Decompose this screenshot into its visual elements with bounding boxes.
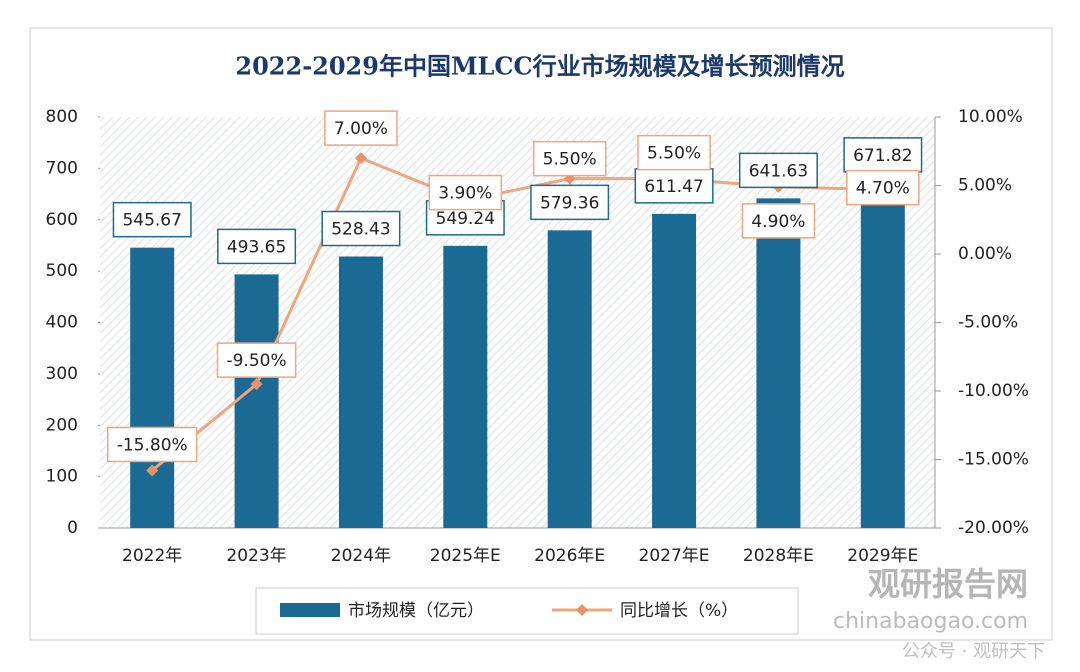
y2-tick-label: 0.00%	[958, 244, 1012, 264]
legend-label: 同比增长（%）	[620, 601, 738, 621]
line-value-label-box	[532, 140, 607, 177]
y2-tick-label: 5.00%	[958, 176, 1012, 196]
bar	[860, 182, 905, 528]
bar-value-label-box	[634, 168, 714, 204]
x-tick-label: 2022年	[122, 546, 182, 566]
watermark: 公众号 · 观研天下	[902, 641, 1045, 662]
x-tick-label: 2024年	[331, 546, 391, 566]
bar-value-label-box	[321, 210, 401, 247]
bar	[652, 213, 697, 528]
bar-value-label-box	[112, 201, 192, 238]
y-tick-label: 100	[46, 467, 78, 487]
y-tick-label: 600	[46, 210, 78, 230]
line-value-label-box	[106, 426, 198, 463]
bar-value-label: 549.24	[436, 209, 495, 229]
y2-tick-label: -15.00%	[958, 450, 1029, 470]
bar-value-label-box	[530, 184, 610, 221]
line-value-label: 3.90%	[438, 184, 492, 204]
y2-tick-label: 10.00%	[958, 107, 1023, 127]
x-tick-label: 2023年	[226, 546, 286, 566]
line-value-label: 7.00%	[334, 119, 388, 139]
line-value-label-box	[741, 203, 816, 239]
bar-value-label-box	[738, 152, 818, 189]
bar-value-label: 545.67	[122, 211, 181, 231]
bar	[443, 245, 488, 529]
line-value-label: 4.90%	[751, 212, 805, 232]
bar-value-label: 493.65	[227, 237, 286, 257]
legend-box	[255, 587, 799, 635]
x-tick-label: 2026年E	[534, 546, 605, 566]
line-value-label: -9.50%	[226, 351, 286, 371]
y-tick-label: 300	[46, 364, 78, 384]
marker	[146, 464, 159, 477]
legend-swatch	[576, 604, 588, 616]
bar-value-label-box	[217, 228, 297, 265]
bar	[234, 274, 279, 528]
bar-value-label: 641.63	[749, 161, 808, 181]
legend-label: 市场规模（亿元）	[348, 601, 484, 621]
y-tick-label: 200	[46, 415, 78, 435]
bar	[338, 256, 383, 528]
y-tick-label: 400	[46, 313, 78, 333]
line-value-label-box	[216, 342, 297, 378]
x-tick-label: 2029年E	[847, 546, 918, 566]
y-tick-label: 800	[46, 107, 78, 127]
y2-tick-label: -5.00%	[958, 313, 1018, 333]
y-tick-label: 0	[67, 518, 78, 538]
bar-value-label: 528.43	[331, 220, 390, 240]
line-value-label-box	[324, 110, 398, 146]
bar	[756, 198, 801, 528]
bar	[130, 247, 175, 528]
line-value-label: 5.50%	[543, 150, 597, 170]
watermark: 观研报告网	[868, 565, 1028, 603]
line-value-label-box	[846, 169, 920, 206]
marker	[250, 378, 263, 391]
y2-tick-label: -20.00%	[958, 518, 1029, 538]
y-tick-label: 500	[46, 261, 78, 281]
watermark: chinabaogao.com	[833, 609, 1028, 634]
line-value-label: 5.50%	[647, 144, 701, 164]
y-tick-label: 700	[46, 158, 78, 178]
bar-value-label: 579.36	[540, 193, 599, 213]
x-tick-label: 2025年E	[430, 546, 501, 566]
legend-swatch	[280, 603, 340, 617]
line-value-label: 4.70%	[856, 179, 910, 199]
y2-tick-label: -10.00%	[958, 381, 1029, 401]
bar-value-label-box	[843, 137, 923, 173]
line-value-label: -15.80%	[117, 435, 188, 455]
bar-value-label: 671.82	[853, 146, 912, 166]
x-tick-label: 2028年E	[743, 546, 814, 566]
bar-value-label: 611.47	[644, 177, 703, 197]
line-value-label-box	[637, 134, 711, 171]
marker	[354, 152, 367, 165]
x-tick-label: 2027年E	[639, 546, 710, 566]
chart-title: 2022-2029年中国MLCC行业市场规模及增长预测情况	[235, 52, 844, 81]
line-value-label-box	[428, 174, 503, 211]
bar	[547, 230, 592, 528]
